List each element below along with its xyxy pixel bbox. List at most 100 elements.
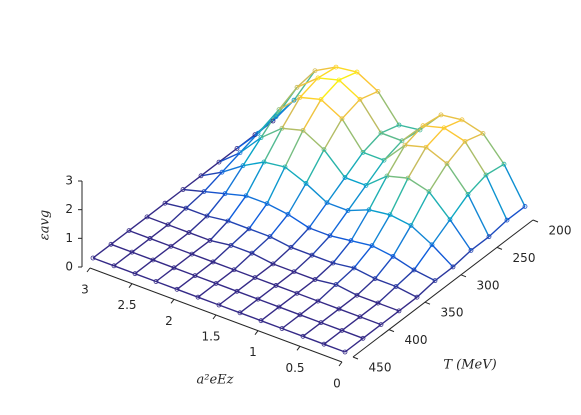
mesh-edge	[110, 243, 133, 253]
vertex	[228, 242, 234, 248]
vertex	[267, 234, 273, 240]
mesh-edge	[506, 205, 526, 221]
vertex	[219, 169, 225, 175]
mesh-edge	[275, 271, 295, 286]
vertex	[441, 125, 447, 131]
mesh-edge	[170, 245, 193, 255]
vertex	[186, 230, 192, 235]
mesh-edge	[284, 166, 307, 184]
vertex	[210, 259, 216, 265]
mesh-edge	[209, 239, 232, 247]
mesh-edge	[206, 193, 226, 217]
vertex	[357, 96, 363, 102]
mesh-edge	[245, 161, 265, 197]
mesh-edge	[320, 308, 340, 324]
vertex	[459, 117, 465, 123]
mesh-edge	[305, 149, 325, 184]
vertex	[237, 150, 243, 156]
vertex	[483, 172, 489, 178]
mesh-edge	[260, 127, 283, 139]
vertex	[423, 144, 429, 150]
y-tick	[424, 301, 431, 305]
mesh-edge	[485, 174, 508, 221]
vertex	[312, 277, 318, 282]
mesh-edge	[359, 90, 379, 100]
mesh-edge	[326, 177, 346, 204]
mesh-edge	[239, 137, 262, 154]
vertex	[201, 189, 207, 195]
z-tick-label: 3	[65, 174, 73, 188]
vertex	[276, 304, 282, 310]
vertex	[147, 236, 153, 241]
vertex	[249, 250, 255, 256]
vertex	[321, 341, 327, 347]
mesh-edge	[299, 77, 319, 98]
mesh-edge	[305, 182, 328, 204]
mesh-edge	[152, 259, 175, 269]
vertex	[276, 107, 282, 112]
mesh-edge	[398, 124, 421, 131]
mesh-edge	[236, 290, 259, 300]
vertex	[450, 264, 456, 270]
mesh-edge	[449, 219, 472, 251]
mesh-edge	[128, 229, 151, 240]
mesh-edge	[371, 245, 394, 257]
y-tick-label: 300	[477, 278, 500, 292]
mesh-edge	[218, 290, 238, 306]
mesh-edge	[299, 300, 319, 316]
mesh-edge	[431, 219, 451, 246]
mesh-edge	[356, 278, 376, 296]
mesh-edge	[257, 298, 280, 308]
mesh-edge	[470, 236, 490, 251]
y-axis-label: T (MeV)	[443, 358, 496, 373]
mesh-edge	[464, 132, 484, 143]
mesh-edge	[344, 151, 364, 178]
mesh-edge	[377, 302, 400, 312]
vertex	[522, 203, 528, 209]
mesh-edge	[407, 177, 430, 193]
mesh-edge	[362, 132, 382, 153]
mesh-edge	[410, 224, 433, 246]
vertex	[216, 302, 222, 308]
vertex	[312, 68, 318, 74]
vertex	[282, 164, 288, 170]
mesh-edge	[224, 193, 247, 197]
mesh-edge	[341, 98, 361, 120]
vertex	[309, 252, 315, 258]
mesh-edge	[92, 243, 112, 259]
y-tick-label: 350	[441, 306, 464, 320]
mesh-edge	[173, 253, 193, 269]
mesh-edge	[446, 163, 469, 195]
mesh-edge	[206, 215, 229, 222]
mesh-edge	[329, 235, 352, 242]
mesh-edge	[134, 273, 157, 283]
vertex	[357, 314, 363, 320]
vertex	[408, 223, 414, 228]
mesh-edge	[302, 335, 325, 345]
vertex	[426, 189, 432, 195]
mesh-edge	[374, 278, 397, 288]
vertex	[258, 318, 264, 324]
vertex	[216, 159, 222, 165]
mesh-edge	[218, 152, 241, 163]
mesh-edge	[293, 271, 316, 281]
mesh-edge	[413, 269, 436, 282]
vertex	[375, 88, 381, 94]
mesh-edge	[422, 114, 442, 127]
mesh-edge	[131, 251, 154, 261]
vertex	[255, 130, 261, 136]
y-tick-label: 450	[369, 361, 392, 375]
mesh-edge	[425, 127, 445, 148]
vertex	[486, 234, 492, 240]
mesh-edge	[443, 119, 463, 129]
mesh-edge	[302, 99, 322, 131]
vertex	[291, 97, 297, 103]
mesh-edge	[224, 165, 244, 195]
mesh-edge	[428, 163, 448, 193]
mesh-edge	[317, 66, 337, 79]
mesh-edge	[290, 246, 313, 256]
mesh-edge	[167, 207, 187, 226]
vertex	[192, 273, 198, 279]
mesh-edge	[110, 230, 130, 245]
mesh-edge	[182, 175, 202, 191]
